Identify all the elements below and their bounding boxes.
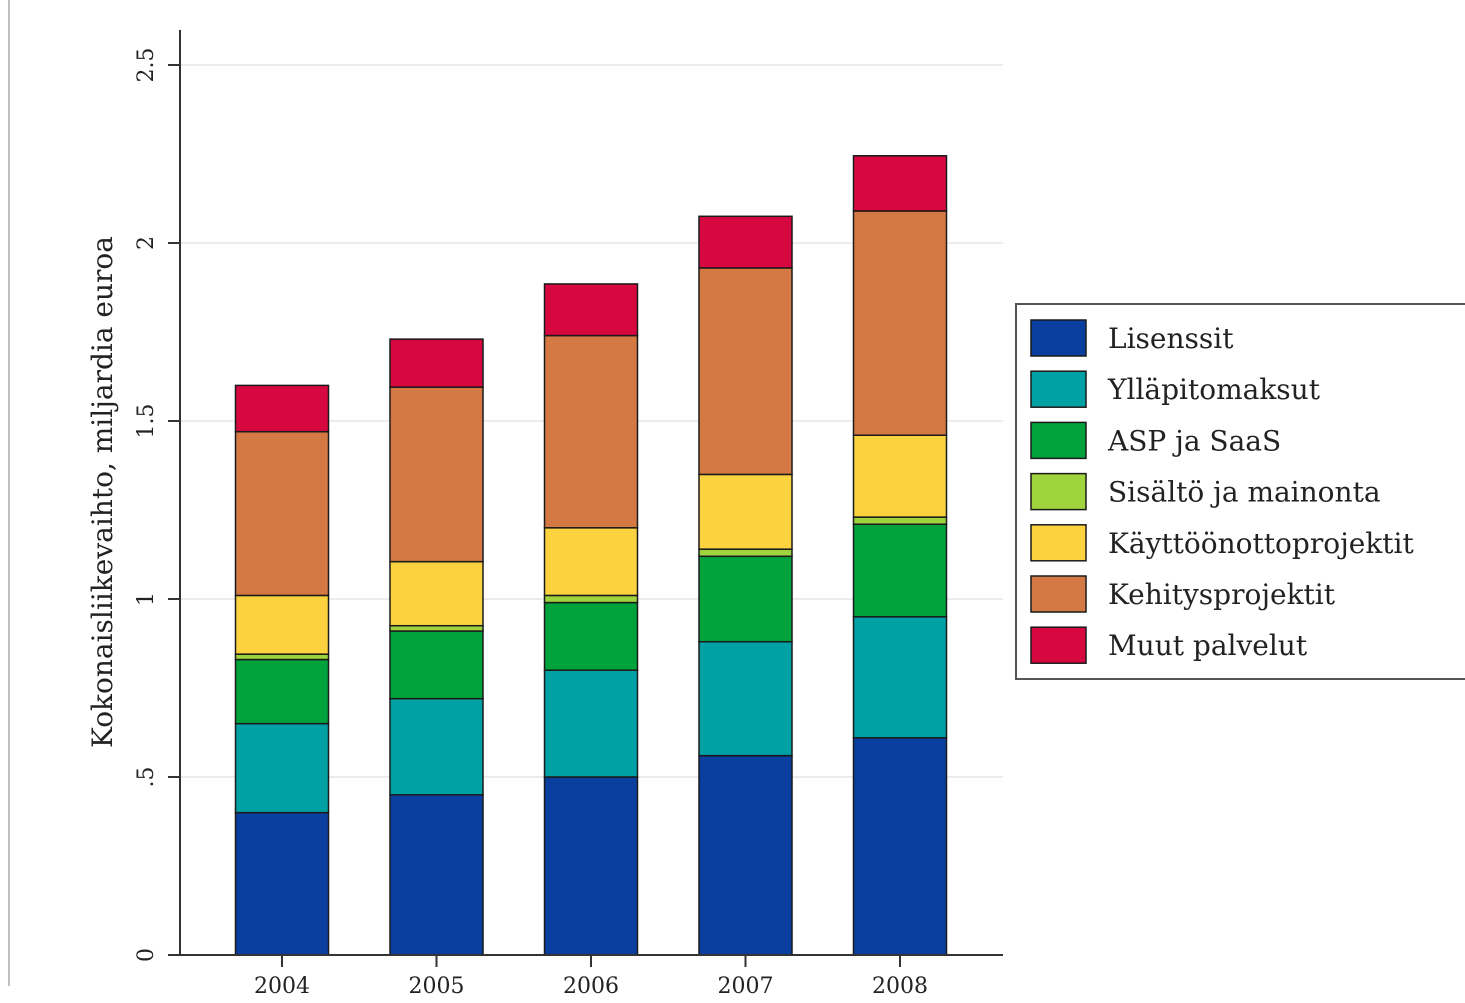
legend: Lisenssit Ylläpitomaksut ASP ja SaaS Sisält… <box>1015 303 1465 680</box>
bar-segment <box>543 669 639 778</box>
bar-segment <box>852 210 948 436</box>
legend-label: Kehitysprojektit <box>1108 578 1336 611</box>
legend-label: Lisenssit <box>1108 322 1234 355</box>
bar-segment <box>698 754 793 956</box>
legend-label: ASP ja SaaS <box>1107 424 1281 457</box>
bar-segment <box>852 523 948 618</box>
y-tick-label: 1 <box>134 592 159 606</box>
legend-swatch <box>1030 524 1087 562</box>
bar-segment <box>389 697 484 796</box>
bar-segment <box>234 430 330 597</box>
y-tick-label: .5 <box>134 767 159 788</box>
x-tick-label: 2005 <box>409 974 465 998</box>
y-tick-label: 1.5 <box>134 404 159 439</box>
bar-segment <box>234 811 330 956</box>
y-tick-label: 2.5 <box>134 48 159 83</box>
bar-segment <box>389 560 484 627</box>
legend-label: Sisältö ja mainonta <box>1108 476 1381 509</box>
bars <box>234 155 948 956</box>
bar-segment <box>852 434 948 518</box>
bar-segment <box>698 555 793 643</box>
bar-segment <box>543 527 639 597</box>
bar-segment <box>543 776 639 956</box>
legend-swatch <box>1030 472 1087 511</box>
bar-segment <box>389 386 484 563</box>
bar-segment <box>852 737 948 956</box>
legend-swatch <box>1030 370 1087 408</box>
x-tick-label: 2008 <box>872 974 928 998</box>
bar-segment <box>234 722 330 814</box>
bar-segment <box>234 384 330 433</box>
y-axis-title: Kokonaisliikevaihto, miljardia euroa <box>86 236 119 748</box>
bar-segment <box>852 155 948 212</box>
bar-segment <box>698 640 793 757</box>
bar-segment <box>234 658 330 725</box>
bar-segment <box>234 594 330 655</box>
ticks: 0 .5 1 1.5 2 2.5 2004 2005 2006 2007 2008 <box>134 48 928 1000</box>
legend-swatch <box>1030 319 1087 357</box>
bar-segment <box>234 653 330 661</box>
bar-segment <box>389 624 484 632</box>
legend-swatch <box>1030 626 1087 664</box>
legend-label: Käyttöönottoprojektit <box>1108 527 1414 560</box>
bar-segment <box>543 594 639 604</box>
x-tick-label: 2006 <box>563 974 619 998</box>
bar-segment <box>852 616 948 739</box>
y-tick-label: 0 <box>134 948 159 962</box>
bar-segment <box>698 548 793 558</box>
bar-segment <box>543 334 639 529</box>
x-tick-label: 2004 <box>254 974 310 998</box>
bar-segment <box>389 794 484 956</box>
legend-label: Ylläpitomaksut <box>1107 373 1321 406</box>
x-tick-label: 2007 <box>718 974 774 998</box>
bar-segment <box>389 630 484 700</box>
legend-label: Muut palvelut <box>1108 629 1308 662</box>
bar-segment <box>543 601 639 671</box>
legend-box <box>1015 303 1465 680</box>
bar-segment <box>852 516 948 525</box>
y-tick-label: 2 <box>134 236 159 250</box>
bar-segment <box>543 283 639 337</box>
bar-segment <box>698 473 793 550</box>
legend-swatch <box>1030 421 1087 460</box>
bar-segment <box>698 267 793 476</box>
bar-segment <box>698 215 793 269</box>
legend-swatch <box>1030 575 1087 613</box>
bar-segment <box>389 338 484 388</box>
